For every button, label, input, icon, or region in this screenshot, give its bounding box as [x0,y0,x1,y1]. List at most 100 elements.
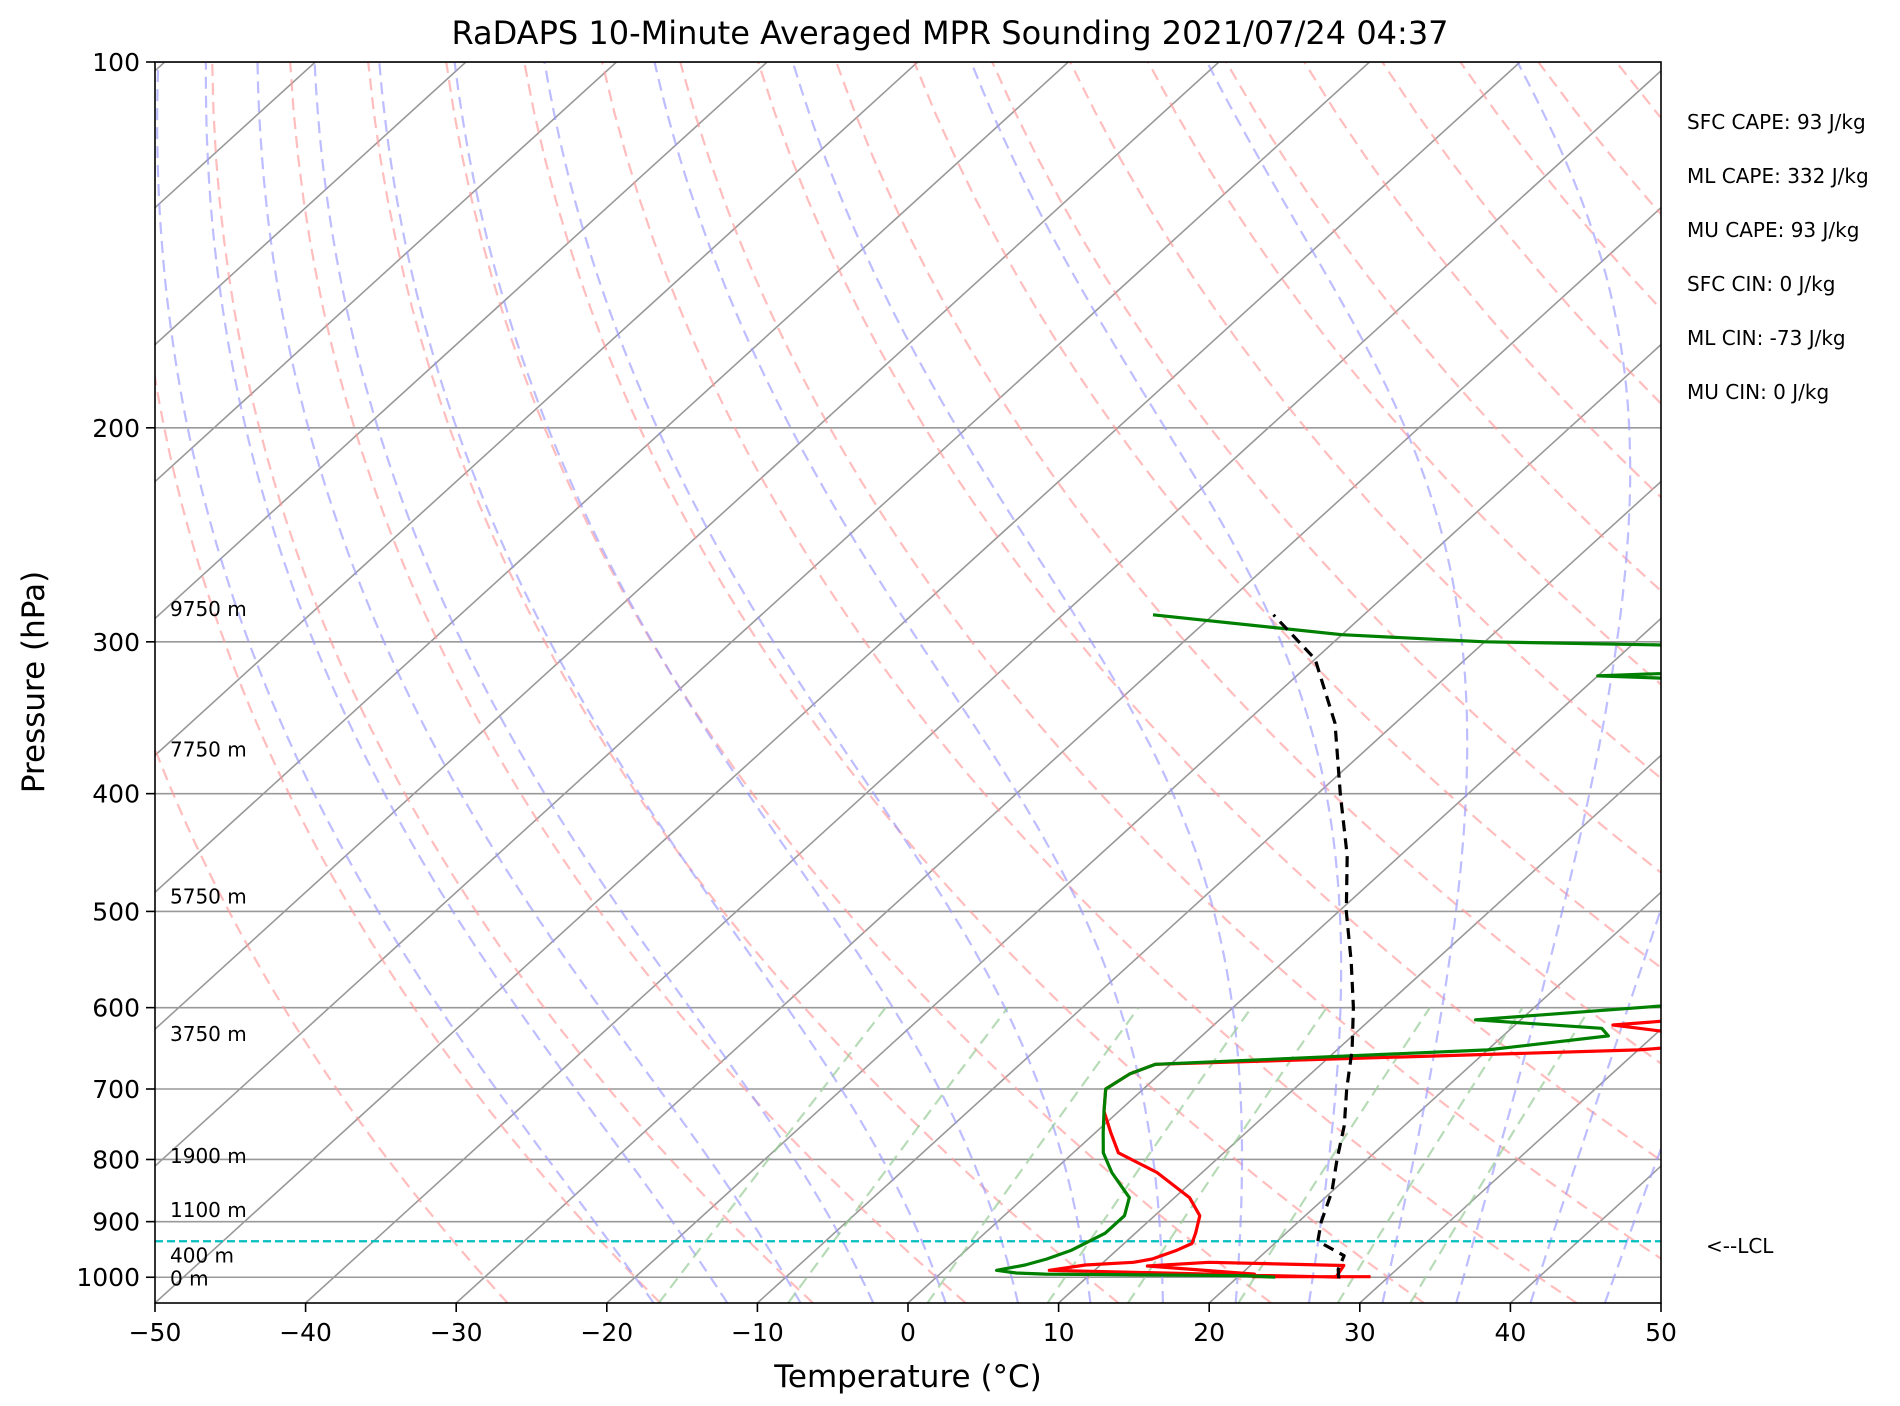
stat-line: MU CIN: 0 J/kg [1687,380,1829,404]
y-tick-label: 500 [92,897,140,926]
isotherm-line [155,62,1371,1168]
mixing-ratio-line [1127,1006,1328,1303]
annotations: 9750 m 7750 m 5750 m 3750 m 1900 m 1100 m 400 … [170,110,1869,1290]
sounding-profiles [155,613,1661,1279]
dry-adiabat-line [445,62,1272,1303]
dry-adiabat-line [1069,62,1661,780]
mixing-ratio-line [1336,1007,1524,1303]
moist-adiabat-line [791,62,1244,1303]
dry-adiabat-line [835,62,1661,1065]
height-label: 9750 m [170,597,247,621]
isotherm-line [155,62,1521,1303]
stat-line: ML CAPE: 332 J/kg [1687,164,1869,188]
dry-adiabat-line [523,62,1425,1303]
y-tick-label: 100 [92,48,140,77]
x-tick-label: −30 [430,1318,483,1347]
x-tick-label: 20 [1193,1318,1225,1347]
height-label: 7750 m [170,738,247,762]
height-label: 0 m [170,1266,209,1290]
background-lines [0,62,1900,1303]
isotherm-line [0,62,14,1303]
x-tick-label: −50 [129,1318,182,1347]
axis-ticks: −50 −40 −30 −20 −10 0 10 20 30 40 50 100 200 300 400 50… [76,48,1677,1347]
y-tick-label: 200 [92,414,140,443]
moist-adiabat-line [453,62,1020,1303]
moist-adiabat-line [156,62,655,1303]
dry-adiabat-line [155,746,509,1303]
stat-line: SFC CIN: 0 J/kg [1687,272,1835,296]
moist-adiabat-line [970,62,1343,1303]
height-label: 5750 m [170,884,247,908]
parcel-line [1272,613,1355,1279]
isotherm-line [155,62,919,757]
dry-adiabat-line [367,62,1120,1303]
y-tick-label: 800 [92,1145,140,1174]
dry-adiabat-line [601,62,1578,1303]
moist-adiabat-line [204,62,729,1303]
mixing-ratio-line [657,1006,887,1303]
y-tick-label: 400 [92,780,140,809]
x-tick-label: −20 [580,1318,633,1347]
isotherm-line [1058,754,1661,1303]
height-label: 400 m [170,1244,234,1268]
dry-adiabat-line [1225,62,1661,593]
dry-adiabat-line [679,62,1661,1260]
isotherm-line [155,62,618,483]
isotherm-line [606,343,1661,1303]
moist-adiabat-line [653,62,1164,1303]
dewpoint-line [995,613,1661,1279]
dry-adiabat-line [1147,62,1661,686]
y-tick-label: 300 [92,628,140,657]
dry-adiabat-line [1850,62,1900,1303]
isotherm-line [155,62,467,346]
dry-adiabat-line [991,62,1661,874]
dry-adiabat-line [757,62,1661,1162]
mixing-ratio-line [926,1006,1140,1303]
moist-adiabat-line [543,62,1092,1303]
x-tick-label: 10 [1043,1318,1075,1347]
x-tick-label: 30 [1344,1318,1376,1347]
x-tick-label: −10 [731,1318,784,1347]
isotherm-line [155,62,768,620]
moist-adiabat-line [256,62,802,1303]
y-tick-label: 700 [92,1075,140,1104]
y-tick-label: 900 [92,1208,140,1237]
x-tick-label: 50 [1645,1318,1677,1347]
lcl-label: <--LCL [1706,1234,1774,1258]
dry-adiabat-line [155,371,662,1303]
height-label: 3750 m [170,1022,247,1046]
x-axis-label: Temperature (°C) [773,1359,1042,1395]
x-tick-label: −40 [279,1318,332,1347]
isotherm-line [1660,1301,1661,1303]
moist-adiabat-line [1455,62,1632,1303]
isotherm-line [1359,1028,1661,1303]
dry-adiabat-line [289,62,967,1303]
isotherm-line [305,69,1661,1303]
height-label: 1100 m [170,1198,247,1222]
dry-adiabat-line [1772,62,1900,1303]
moist-adiabat-line [378,62,947,1303]
chart-title: RaDAPS 10-Minute Averaged MPR Sounding 2… [451,14,1448,52]
dry-adiabat-line [211,62,814,1303]
isotherm-line [455,206,1661,1303]
y-tick-label: 1000 [76,1263,140,1292]
isotherm-line [155,62,1220,1031]
moist-adiabat-line [1603,1145,1661,1303]
mixing-ratio-line [787,1006,1009,1303]
mixing-ratio-line [1046,1006,1253,1303]
height-label: 1900 m [170,1144,247,1168]
stat-line: ML CIN: -73 J/kg [1687,326,1846,350]
isotherm-line [756,480,1661,1303]
mixing-ratio-line [1409,1007,1592,1303]
isotherm-line [907,617,1661,1303]
moist-adiabat-line [1206,62,1469,1303]
dry-adiabat-line [1694,62,1900,1303]
stat-line: MU CAPE: 93 J/kg [1687,218,1859,242]
stat-line: SFC CAPE: 93 J/kg [1687,110,1866,134]
plot-frame [154,61,1662,1304]
x-tick-label: 40 [1494,1318,1526,1347]
dry-adiabat-line [1459,62,1661,311]
dry-adiabat-line [913,62,1661,969]
x-tick-label: 0 [900,1318,916,1347]
